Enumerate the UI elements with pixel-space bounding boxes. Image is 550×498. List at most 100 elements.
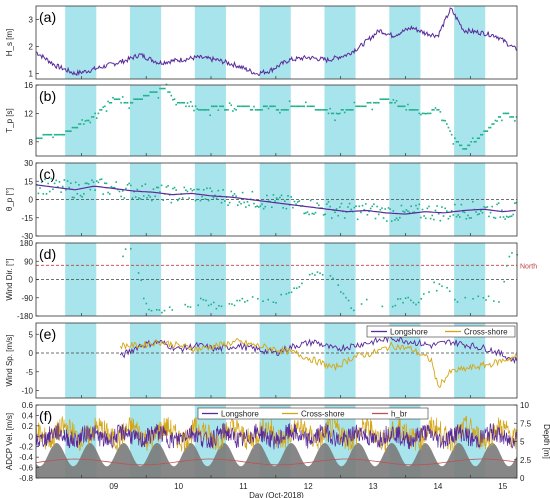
tp-point: [142, 94, 145, 97]
legend-entry: Longshore: [221, 410, 259, 419]
winddir-point: [205, 299, 207, 302]
theta-point: [71, 196, 74, 199]
tp-point: [164, 87, 166, 90]
tp-point: [209, 114, 212, 117]
tp-point: [444, 119, 446, 122]
tp-point: [340, 109, 343, 111]
theta-point: [42, 193, 45, 195]
theta-point: [73, 196, 75, 199]
theta-point: [389, 208, 391, 210]
theta-point: [82, 193, 85, 195]
theta-point: [303, 212, 306, 215]
tp-point: [267, 107, 270, 110]
tp-point: [407, 103, 409, 106]
night-shade: [324, 243, 356, 316]
theta-point: [429, 217, 432, 220]
y-tick-label: 0: [29, 432, 34, 441]
winddir-point: [184, 303, 187, 306]
tp-point: [159, 87, 161, 90]
theta-point: [232, 194, 234, 197]
theta-point: [165, 186, 168, 188]
tp-point: [467, 144, 469, 147]
winddir-point: [399, 298, 402, 300]
theta-point: [450, 209, 453, 212]
winddir-point: [321, 274, 324, 276]
theta-point: [228, 201, 231, 204]
tp-point: [141, 98, 143, 100]
tp-point: [384, 98, 387, 100]
winddir-point: [129, 247, 132, 250]
axes-frame: [35, 5, 518, 80]
tp-point: [321, 109, 323, 111]
theta-point: [423, 215, 425, 217]
winddir-point: [290, 291, 293, 294]
theta-point: [274, 200, 276, 202]
theta-point: [505, 215, 508, 218]
tp-point: [413, 109, 416, 111]
tp-point: [181, 101, 184, 104]
winddir-point: [316, 271, 319, 273]
theta-point: [235, 195, 237, 197]
tp-point: [421, 112, 424, 115]
tp-point: [178, 101, 181, 104]
tp-point: [151, 91, 153, 93]
tp-point: [245, 105, 247, 108]
theta-point: [317, 204, 320, 207]
tp-point: [44, 133, 46, 136]
winddir-point: [215, 307, 218, 310]
theta-point: [79, 194, 82, 197]
theta-point: [442, 215, 445, 217]
y-tick-label: -0.6: [19, 464, 33, 473]
theta-point: [439, 219, 442, 222]
tp-point: [274, 105, 276, 108]
winddir-point: [428, 291, 430, 293]
theta-point: [426, 207, 429, 210]
winddir-point: [407, 296, 410, 299]
theta-point: [91, 179, 93, 182]
theta-point: [256, 205, 259, 207]
winddir-point: [233, 304, 236, 307]
tp-point: [235, 109, 237, 111]
tp-point: [196, 108, 199, 110]
tp-point: [258, 109, 260, 111]
tp-point: [97, 112, 100, 115]
tp-point: [202, 109, 205, 111]
theta-point: [441, 206, 443, 208]
theta-point: [514, 202, 516, 204]
theta-point: [486, 206, 489, 208]
theta-point: [455, 215, 458, 218]
tp-point: [55, 133, 58, 136]
theta-point: [475, 211, 477, 213]
theta-point: [463, 211, 466, 214]
tp-point: [292, 105, 294, 108]
night-shade: [129, 6, 162, 79]
tp-point: [335, 112, 338, 115]
winddir-point: [505, 264, 508, 267]
tp-point: [311, 105, 314, 108]
tp-point: [458, 144, 461, 147]
tp-point: [198, 109, 200, 111]
theta-point: [290, 196, 293, 198]
theta-point: [446, 210, 448, 212]
tp-point: [468, 144, 471, 147]
x-tick-label: 14: [433, 482, 442, 491]
winddir-point: [311, 272, 314, 275]
tp-point: [347, 109, 349, 111]
tp-point: [342, 109, 344, 111]
tp-point: [502, 112, 505, 115]
theta-point: [381, 207, 383, 209]
theta-point: [457, 214, 459, 216]
theta-point: [449, 215, 451, 218]
tp-point: [126, 101, 129, 104]
winddir-point: [150, 309, 153, 312]
theta-point: [329, 205, 331, 208]
winddir-point: [137, 272, 140, 274]
theta-point: [316, 202, 318, 205]
theta-point: [243, 201, 246, 204]
x-tick-label: 11: [239, 482, 248, 491]
tp-point: [303, 105, 306, 108]
theta-point: [502, 216, 505, 218]
tp-point: [515, 116, 518, 118]
tp-point: [53, 133, 56, 136]
tp-point: [136, 98, 139, 100]
